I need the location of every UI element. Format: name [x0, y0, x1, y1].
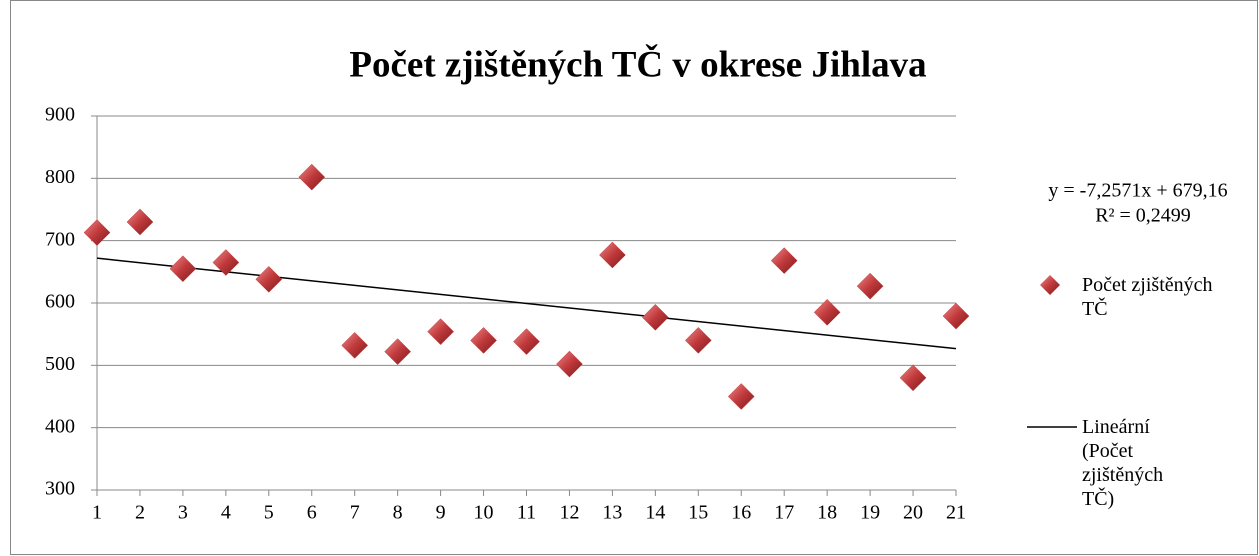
marker: [641, 303, 669, 331]
legend-marker: [1040, 275, 1060, 295]
x-tick-label: 2: [135, 502, 145, 524]
x-tick-label: 9: [436, 502, 446, 524]
y-tick-label: 700: [45, 228, 75, 250]
x-tick-label: 13: [602, 502, 622, 524]
x-tick-label: 1: [92, 502, 102, 524]
legend-label: Lineární (Počet zjištěných TČ): [1082, 416, 1164, 510]
y-tick-label: 800: [45, 166, 75, 188]
x-tick-label: 10: [474, 502, 494, 524]
x-tick-label: 19: [860, 502, 880, 524]
x-tick-label: 20: [903, 502, 923, 524]
x-tick-label: 15: [688, 502, 708, 524]
marker: [942, 302, 970, 330]
marker: [255, 265, 283, 293]
x-tick-label: 12: [559, 502, 579, 524]
x-tick-label: 21: [946, 502, 966, 524]
trend-equation: y = -7,2571x + 679,16: [1048, 180, 1227, 202]
marker: [599, 241, 626, 269]
marker: [813, 298, 841, 326]
x-tick-label: 16: [731, 502, 751, 524]
x-tick-label: 14: [645, 502, 665, 524]
marker: [684, 327, 712, 354]
marker: [126, 208, 154, 236]
marker: [513, 328, 540, 356]
trend-r2: R² = 0,2499: [1095, 205, 1191, 227]
marker: [727, 383, 755, 410]
marker: [83, 219, 111, 246]
x-tick-label: 5: [264, 502, 274, 524]
marker: [212, 249, 240, 276]
x-tick-label: 17: [774, 502, 794, 524]
marker: [556, 350, 583, 378]
y-tick-label: 400: [45, 415, 75, 437]
chart-border: [10, 0, 1258, 555]
marker: [470, 327, 497, 354]
chart-title: Počet zjištěných TČ v okrese Jihlava: [349, 42, 926, 85]
marker: [899, 364, 927, 392]
legend-label: Počet zjištěných TČ: [1082, 274, 1213, 320]
x-tick-label: 8: [393, 502, 403, 524]
x-tick-label: 3: [178, 502, 188, 524]
x-tick-label: 7: [350, 502, 360, 524]
marker: [770, 247, 798, 274]
marker: [341, 332, 369, 359]
x-tick-label: 6: [307, 502, 317, 524]
trendline: [96, 257, 957, 350]
y-tick-label: 600: [45, 291, 75, 313]
marker: [169, 255, 197, 283]
y-tick-label: 900: [45, 104, 75, 126]
x-tick-label: 4: [221, 502, 231, 524]
y-tick-label: 500: [45, 353, 75, 375]
marker: [856, 272, 884, 300]
x-tick-label: 11: [517, 502, 536, 524]
marker: [427, 318, 454, 346]
marker: [298, 163, 326, 191]
x-tick-label: 18: [817, 502, 837, 524]
marker: [384, 338, 412, 365]
y-tick-label: 300: [45, 478, 75, 500]
